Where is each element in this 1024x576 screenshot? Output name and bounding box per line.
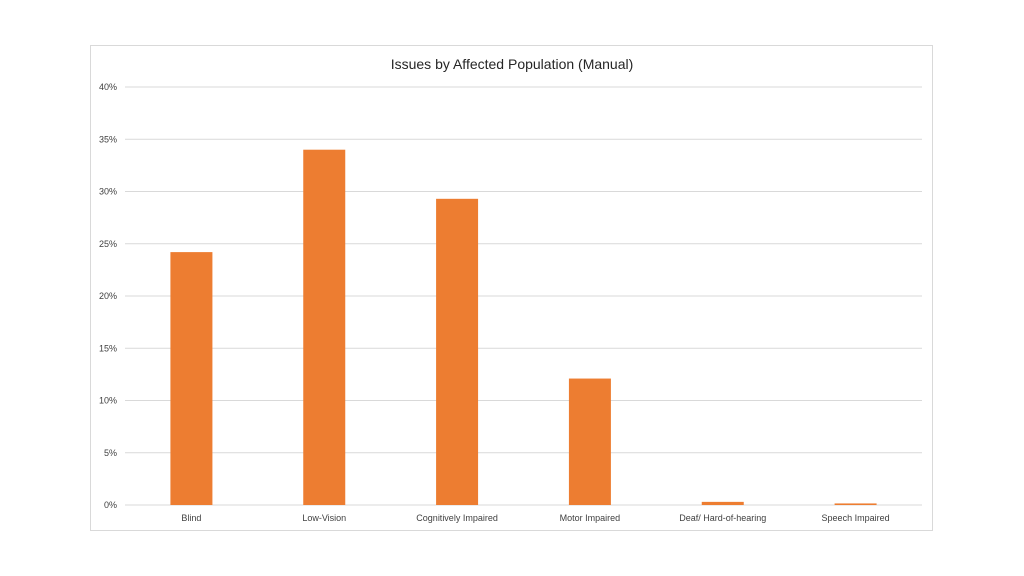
gridlines [125, 86, 922, 506]
y-tick-label: 5% [104, 448, 117, 458]
y-tick-label: 40% [99, 82, 117, 92]
y-tick-label: 0% [104, 500, 117, 510]
bars [170, 149, 877, 505]
x-category-label: Deaf/ Hard-of-hearing [679, 513, 766, 523]
bar [303, 149, 346, 505]
y-tick-label: 35% [99, 134, 117, 144]
bar [834, 503, 877, 505]
y-tick-label: 25% [99, 239, 117, 249]
x-category-label: Low-Vision [302, 513, 346, 523]
y-tick-label: 20% [99, 291, 117, 301]
y-tick-label: 10% [99, 396, 117, 406]
bar [701, 501, 744, 505]
bar [436, 198, 479, 505]
bar [568, 378, 611, 505]
y-tick-label: 30% [99, 187, 117, 197]
chart-title: Issues by Affected Population (Manual) [391, 56, 634, 72]
x-category-label: Motor Impaired [560, 513, 621, 523]
x-axis-categories: Blind Low-Vision Cognitively Impaired Motor… [181, 513, 889, 523]
y-axis-ticks: 0% 5% 10% 15% 20% 25% 30% 35% 40% [99, 82, 117, 510]
bar [170, 252, 213, 505]
y-tick-label: 15% [99, 343, 117, 353]
chart-frame [90, 45, 933, 531]
x-category-label: Cognitively Impaired [416, 513, 498, 523]
x-category-label: Speech Impaired [822, 513, 890, 523]
x-category-label: Blind [181, 513, 201, 523]
